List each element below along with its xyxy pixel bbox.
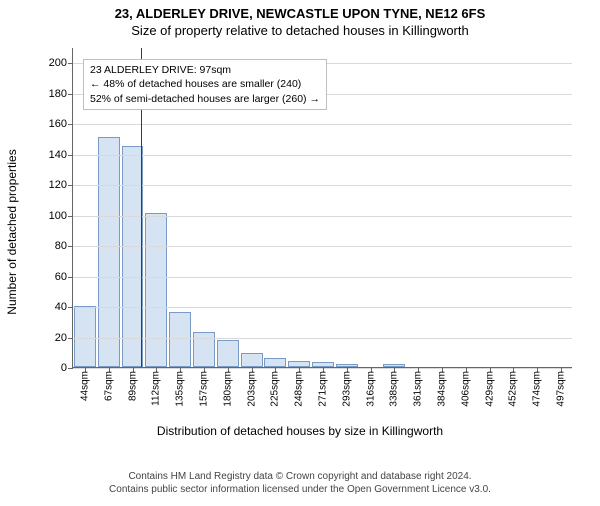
- x-tick-label: 180sqm: [222, 371, 233, 407]
- y-tick-label: 80: [55, 240, 73, 252]
- y-tick-label: 0: [61, 362, 73, 374]
- annotation-line: 52% of semi-detached houses are larger (…: [90, 92, 320, 106]
- x-tick-label: 384sqm: [437, 371, 448, 407]
- histogram-bar: [217, 340, 239, 367]
- y-tick-label: 160: [49, 118, 73, 130]
- y-tick-label: 120: [49, 179, 73, 191]
- x-tick-label: 89sqm: [127, 371, 138, 401]
- histogram-bar: [145, 213, 167, 367]
- gridline: [73, 155, 572, 156]
- gridline: [73, 185, 572, 186]
- x-tick-label: 338sqm: [389, 371, 400, 407]
- x-tick-label: 316sqm: [365, 371, 376, 407]
- x-tick-label: 67sqm: [103, 371, 114, 401]
- x-tick-label: 429sqm: [484, 371, 495, 407]
- x-tick-label: 203sqm: [246, 371, 257, 407]
- x-tick-label: 293sqm: [341, 371, 352, 407]
- y-tick-label: 20: [55, 332, 73, 344]
- x-tick-label: 44sqm: [79, 371, 90, 401]
- x-tick-label: 497sqm: [556, 371, 567, 407]
- x-tick-label: 157sqm: [198, 371, 209, 407]
- x-tick-label: 452sqm: [508, 371, 519, 407]
- gridline: [73, 246, 572, 247]
- histogram-bar: [241, 353, 263, 367]
- gridline: [73, 216, 572, 217]
- y-tick-label: 100: [49, 210, 73, 222]
- gridline: [73, 307, 572, 308]
- x-tick-label: 474sqm: [532, 371, 543, 407]
- footer-line-1: Contains HM Land Registry data © Crown c…: [0, 470, 600, 483]
- x-tick-label: 248sqm: [294, 371, 305, 407]
- y-tick-label: 180: [49, 88, 73, 100]
- histogram-chart: Number of detached properties 0204060801…: [20, 42, 580, 422]
- x-tick-label: 361sqm: [413, 371, 424, 407]
- annotation-line: 23 ALDERLEY DRIVE: 97sqm: [90, 63, 320, 77]
- annotation-box: 23 ALDERLEY DRIVE: 97sqm← 48% of detache…: [83, 59, 327, 110]
- footer-line-2: Contains public sector information licen…: [0, 483, 600, 496]
- annotation-line: ← 48% of detached houses are smaller (24…: [90, 77, 320, 91]
- histogram-bar: [169, 312, 191, 367]
- footer-attribution: Contains HM Land Registry data © Crown c…: [0, 470, 600, 496]
- page-title: 23, ALDERLEY DRIVE, NEWCASTLE UPON TYNE,…: [0, 6, 600, 21]
- y-tick-label: 40: [55, 301, 73, 313]
- y-axis-label: Number of detached properties: [5, 149, 19, 314]
- plot-area: 02040608010012014016018020044sqm67sqm89s…: [72, 48, 572, 368]
- gridline: [73, 277, 572, 278]
- y-tick-label: 60: [55, 271, 73, 283]
- histogram-bar: [264, 358, 286, 367]
- page-subtitle: Size of property relative to detached ho…: [0, 23, 600, 38]
- histogram-bar: [98, 137, 120, 367]
- y-tick-label: 200: [49, 57, 73, 69]
- gridline: [73, 124, 572, 125]
- x-tick-label: 406sqm: [460, 371, 471, 407]
- x-tick-label: 112sqm: [151, 371, 162, 406]
- x-tick-label: 135sqm: [175, 371, 186, 407]
- gridline: [73, 338, 572, 339]
- y-tick-label: 140: [49, 149, 73, 161]
- x-tick-label: 271sqm: [318, 371, 329, 407]
- x-axis-label: Distribution of detached houses by size …: [0, 424, 600, 438]
- x-tick-label: 225sqm: [270, 371, 281, 407]
